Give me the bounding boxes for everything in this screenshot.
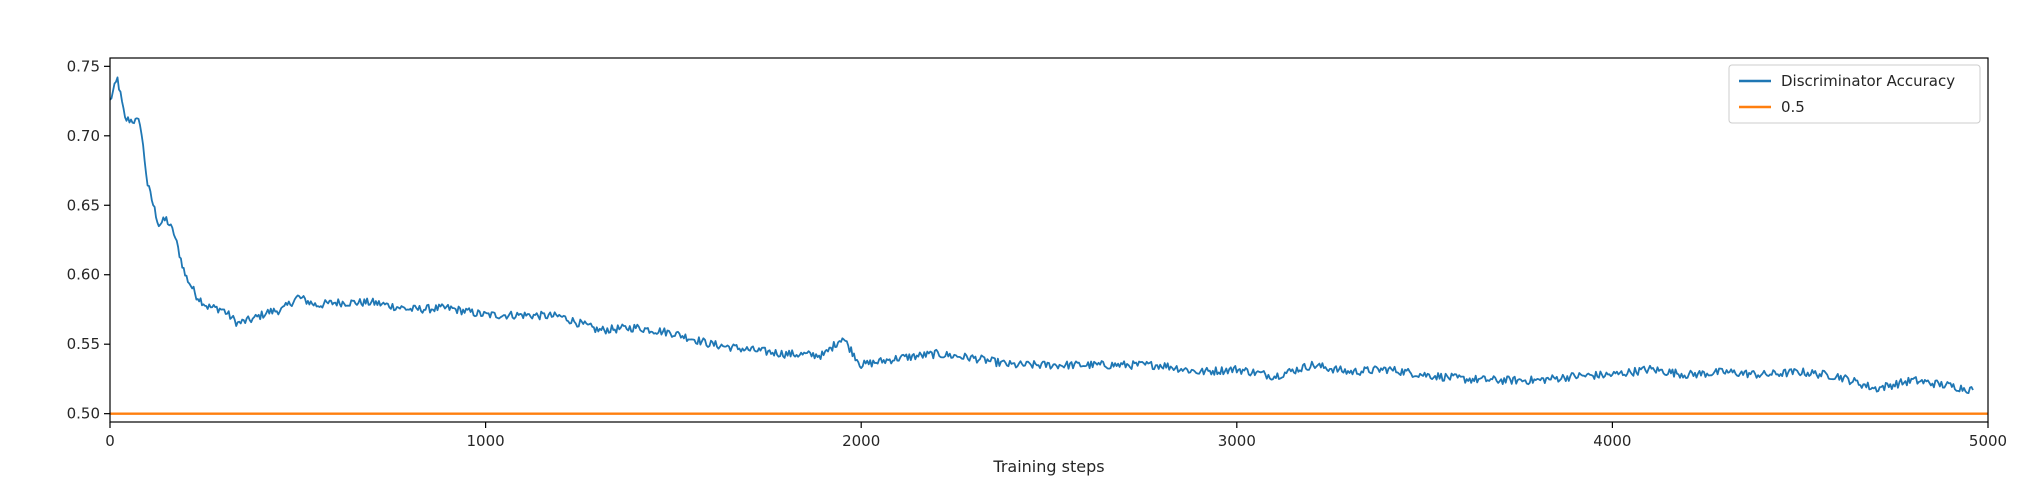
y-tick-label: 0.75 (67, 57, 100, 75)
legend-entry: 0.5 (1781, 98, 1805, 116)
y-tick-label: 0.70 (67, 127, 100, 145)
x-tick-label: 0 (105, 432, 115, 450)
x-axis: 0 1000 2000 3000 4000 5000 (105, 422, 2007, 450)
series-line (109, 76, 1974, 394)
y-tick-label: 0.65 (67, 196, 100, 214)
plot-frame (109, 57, 1989, 423)
x-tick-label: 1000 (467, 432, 505, 450)
legend-box (1728, 64, 1981, 124)
y-axis: 0.50 0.55 0.60 0.65 0.70 0.75 (67, 57, 110, 423)
x-tick-label: 4000 (1593, 432, 1631, 450)
y-tick-label: 0.50 (67, 405, 100, 423)
legend-entry: Discriminator Accuracy (1781, 72, 1955, 90)
x-tick-label: 2000 (842, 432, 880, 450)
x-tick-label: 5000 (1969, 432, 2007, 450)
y-tick-label: 0.55 (67, 335, 100, 353)
x-axis-title: Training steps (992, 457, 1104, 476)
series-layer (109, 76, 1988, 415)
legend: Discriminator Accuracy 0.5 (1728, 64, 1981, 124)
x-tick-label: 3000 (1218, 432, 1256, 450)
y-tick-label: 0.60 (67, 266, 100, 284)
